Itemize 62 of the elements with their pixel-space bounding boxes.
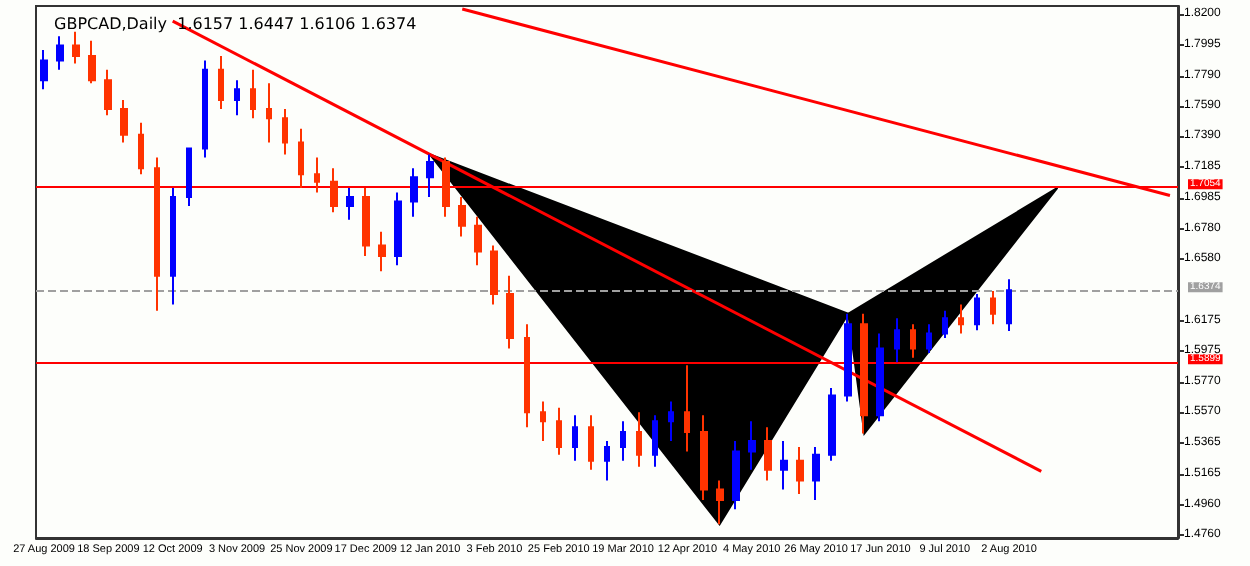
candlestick	[684, 364, 690, 453]
candlestick	[700, 414, 708, 502]
candlestick	[764, 426, 772, 482]
candlestick	[524, 323, 530, 429]
candlestick	[56, 35, 64, 71]
candlestick	[410, 167, 418, 218]
candlestick	[876, 332, 884, 423]
text: GBPCAD,Daily 1.6157 1.6447 1.6106 1.6374	[54, 15, 417, 33]
candlestick	[572, 414, 578, 462]
candlestick	[186, 147, 192, 208]
candlestick	[732, 440, 740, 511]
candlestick	[894, 317, 900, 364]
candlestick	[604, 440, 610, 482]
candlestick	[668, 400, 674, 442]
candlestick	[72, 30, 80, 65]
candlestick	[556, 406, 562, 456]
candlestick	[812, 446, 820, 502]
candlestick	[796, 446, 804, 496]
candlestick	[490, 244, 498, 306]
candlestick	[828, 386, 836, 462]
candlestick	[716, 479, 724, 526]
candlestick	[234, 79, 240, 117]
candlestick	[426, 153, 434, 198]
candlestick	[250, 68, 256, 120]
candlestick	[330, 167, 338, 214]
candlestick	[860, 312, 868, 435]
candlestick	[844, 312, 852, 403]
candlestick	[394, 191, 402, 267]
candlestick	[474, 215, 482, 267]
candlestick	[540, 400, 546, 442]
candlestick	[942, 309, 948, 339]
candlestick	[40, 48, 48, 91]
candlestick	[138, 121, 144, 176]
candlestick	[636, 411, 642, 468]
candlestick	[314, 156, 320, 194]
candlestick	[154, 156, 160, 312]
candlestick	[202, 59, 208, 159]
candlestick	[88, 39, 96, 85]
candlestick	[910, 323, 916, 359]
candlestick	[780, 440, 788, 491]
candlestick	[104, 68, 112, 117]
candlestick	[346, 186, 354, 221]
candlestick	[458, 195, 466, 238]
candlestick	[282, 108, 288, 156]
candlestick	[378, 230, 386, 273]
candlestick	[506, 274, 514, 350]
candlestick	[266, 82, 272, 144]
candlestick	[442, 156, 450, 218]
candlestick	[362, 186, 370, 258]
candlestick	[990, 289, 996, 326]
candlestick	[748, 420, 756, 471]
candlestick	[170, 186, 176, 306]
candlestick	[218, 55, 224, 111]
candlestick	[298, 127, 304, 189]
candlestick	[588, 414, 594, 471]
candlestick	[620, 420, 626, 462]
candlestick	[1006, 278, 1012, 332]
candlestick	[974, 292, 980, 332]
candlestick	[958, 303, 964, 335]
candlestick	[120, 98, 128, 144]
candlestick	[926, 323, 932, 355]
candlestick	[652, 414, 658, 468]
